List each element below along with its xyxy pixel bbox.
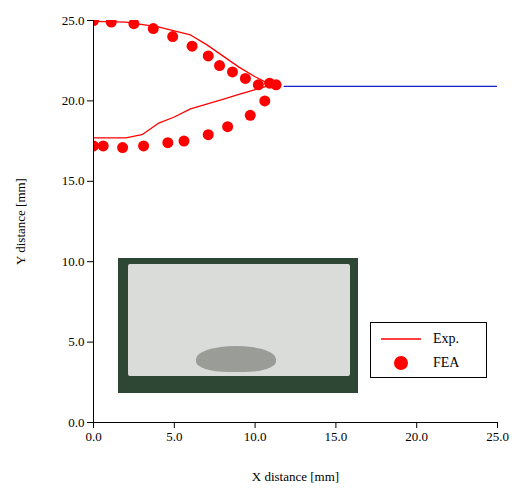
svg-text:10.0: 10.0 xyxy=(244,429,267,444)
svg-text:Y distance [mm]: Y distance [mm] xyxy=(13,178,28,265)
svg-text:25.0: 25.0 xyxy=(486,429,509,444)
html-text:FEA: FEA xyxy=(433,355,460,370)
svg-text:5.0: 5.0 xyxy=(166,429,182,444)
svg-text:5.0: 5.0 xyxy=(68,334,84,349)
svg-text:0.0: 0.0 xyxy=(68,415,84,430)
svg-text:X distance [mm]: X distance [mm] xyxy=(252,469,339,484)
svg-text:20.0: 20.0 xyxy=(405,429,428,444)
svg-text:15.0: 15.0 xyxy=(62,173,85,188)
html-text:Exp.: Exp. xyxy=(433,331,460,346)
svg-text:20.0: 20.0 xyxy=(62,93,85,108)
svg-text:10.0: 10.0 xyxy=(62,254,85,269)
svg-text:15.0: 15.0 xyxy=(325,429,348,444)
svg-text:0.0: 0.0 xyxy=(85,429,101,444)
svg-text:25.0: 25.0 xyxy=(62,13,85,28)
